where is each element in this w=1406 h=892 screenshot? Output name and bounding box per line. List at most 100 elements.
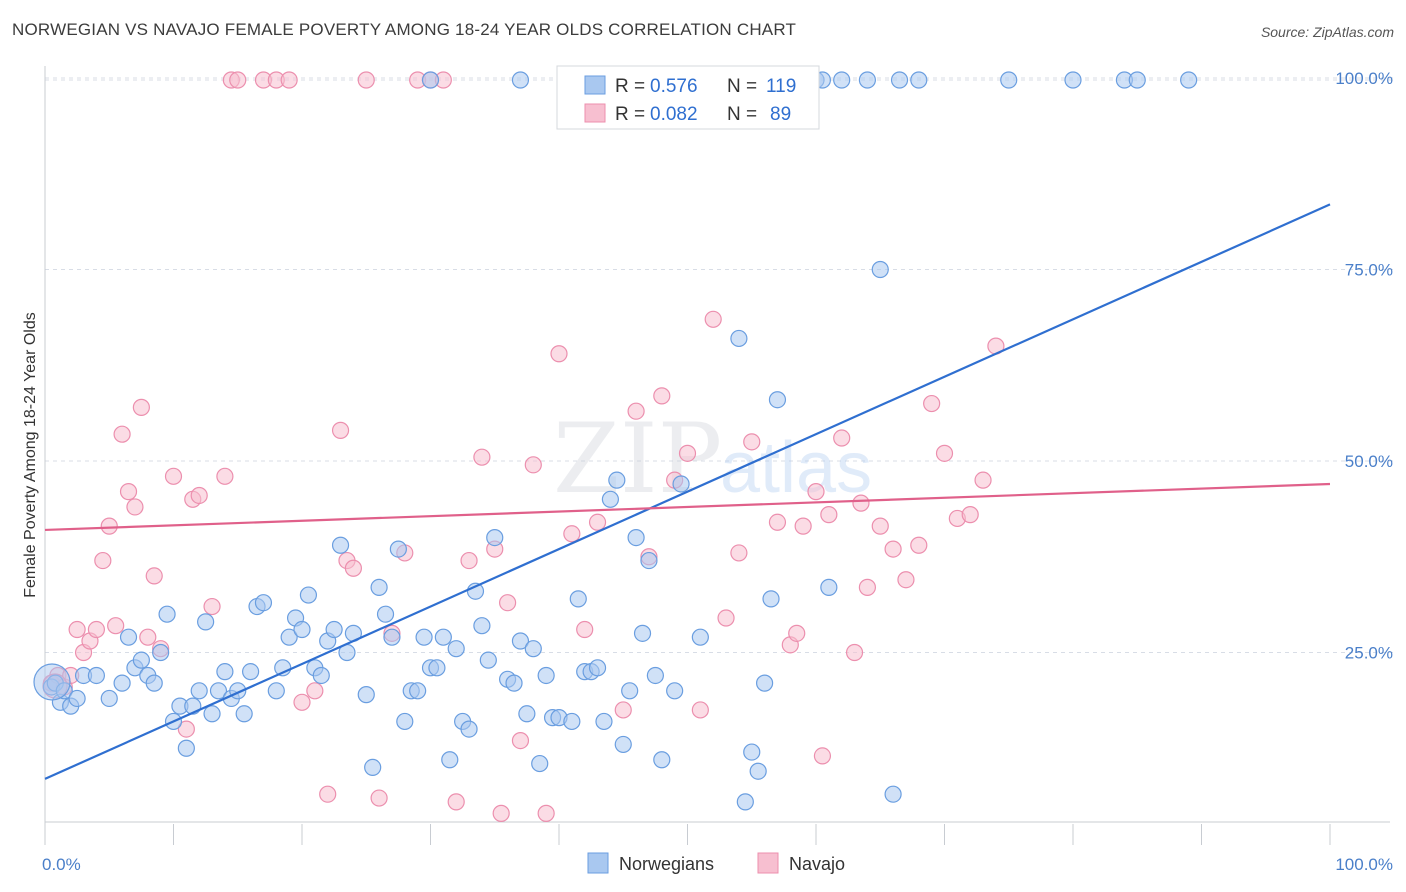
norwegian-point (364, 758, 382, 777)
navajo-point (588, 513, 607, 531)
legend-swatch-blue (584, 75, 606, 95)
navajo-point (492, 804, 510, 822)
navajo-point (807, 483, 825, 501)
norwegian-point (409, 682, 427, 700)
bottom-legend-swatch-blue (587, 852, 609, 874)
navajo-point (177, 720, 195, 738)
navajo-point (935, 444, 954, 462)
norwegian-point (254, 594, 273, 612)
norwegian-point (479, 651, 497, 669)
navajo-point (884, 540, 902, 558)
navajo-point (94, 551, 112, 570)
navajo-point (216, 467, 234, 485)
norwegian-point (820, 578, 838, 596)
navajo-point (344, 559, 362, 577)
navajo-point (370, 789, 388, 807)
norwegian-point (267, 682, 285, 700)
navajo-point (113, 425, 131, 443)
navajo-point (132, 398, 150, 416)
navajo-point (293, 693, 311, 711)
norwegian-point (190, 682, 208, 700)
navajo-point (460, 551, 478, 570)
navajo-point (331, 421, 350, 439)
norwegian-point (325, 620, 343, 639)
legend-box: R = 0.576 N = 119 R = 0.082 N = 89 (556, 65, 820, 130)
y-tick-label: 25.0% (1345, 644, 1393, 663)
norwegian-point (537, 666, 555, 685)
chart-title: NORWEGIAN VS NAVAJO FEMALE POVERTY AMONG… (12, 20, 797, 39)
navajo-point (717, 609, 735, 627)
bottom-legend-label-norwegians: Norwegians (619, 854, 714, 874)
norwegian-point (621, 682, 639, 700)
navajo-point (319, 785, 337, 803)
navajo-point (691, 701, 709, 719)
bottom-legend-label-navajo: Navajo (789, 854, 845, 874)
navajo-point (614, 701, 632, 719)
navajo-point (813, 747, 832, 765)
x-tick-label: 0.0% (42, 855, 81, 874)
navajo-point (306, 682, 324, 700)
legend-r-label-pink: R = (615, 104, 645, 125)
norwegian-point (755, 674, 774, 692)
norwegian-point (1128, 71, 1146, 89)
navajo-point (961, 506, 979, 524)
y-tick-label: 50.0% (1345, 452, 1393, 471)
norwegian-point (601, 490, 620, 508)
norwegian-point (743, 743, 761, 761)
navajo-point (100, 517, 118, 535)
norwegian-point (376, 605, 395, 623)
norwegian-point (569, 590, 587, 608)
legend-n-label-pink: N = (727, 104, 757, 125)
navajo-trend-line (44, 482, 1331, 532)
norwegian-point (672, 475, 690, 493)
norwegian-point (871, 260, 889, 279)
navajo-point (794, 517, 812, 535)
norwegian-point (203, 705, 221, 723)
navajo-point (704, 310, 722, 328)
norwegian-point (312, 666, 330, 685)
norwegian-point (177, 739, 195, 757)
navajo-point (203, 597, 221, 616)
norwegian-point (119, 628, 138, 646)
navajo-point (524, 456, 542, 474)
norwegian-point (1180, 71, 1198, 89)
norwegian-point (640, 551, 658, 570)
norwegian-point (293, 620, 311, 639)
watermark-zip: ZIP (553, 403, 722, 515)
norwegian-point (608, 471, 626, 489)
navajo-point (858, 578, 877, 596)
y-axis-title: Female Poverty Among 18-24 Year Olds (22, 312, 39, 598)
norwegian-point (460, 720, 478, 738)
legend-swatch-pink (584, 103, 606, 123)
norwegian-point-cluster (33, 663, 71, 701)
norwegian-point (370, 578, 388, 596)
norwegian-point (653, 751, 671, 769)
norwegian-point (441, 751, 459, 769)
navajo-point (768, 513, 787, 531)
navajo-point (280, 71, 298, 89)
norwegian-point (633, 624, 652, 642)
norwegian-point (730, 329, 748, 348)
norwegian-point (197, 613, 215, 631)
navajo-point (190, 486, 208, 505)
norwegian-point (447, 640, 465, 658)
norwegian-point (383, 628, 401, 646)
navajo-point (87, 620, 106, 639)
legend-r-label-blue: R = (615, 76, 645, 97)
norwegian-point (627, 528, 645, 547)
norwegian-point (614, 735, 632, 754)
navajo-point (833, 429, 851, 447)
watermark: ZIP atlas (553, 403, 872, 515)
norwegian-point (563, 712, 581, 731)
navajo-point (563, 525, 581, 543)
legend-n-value-blue: 119 (766, 76, 796, 97)
norwegian-point (100, 689, 118, 708)
norwegian-point (68, 689, 86, 708)
navajo-point (537, 804, 555, 822)
norwegian-point (428, 659, 446, 677)
navajo-point (788, 624, 806, 642)
navajo-point (923, 394, 941, 413)
norwegian-point (389, 540, 407, 558)
navajo-point (576, 620, 594, 639)
norwegian-point (486, 528, 504, 547)
